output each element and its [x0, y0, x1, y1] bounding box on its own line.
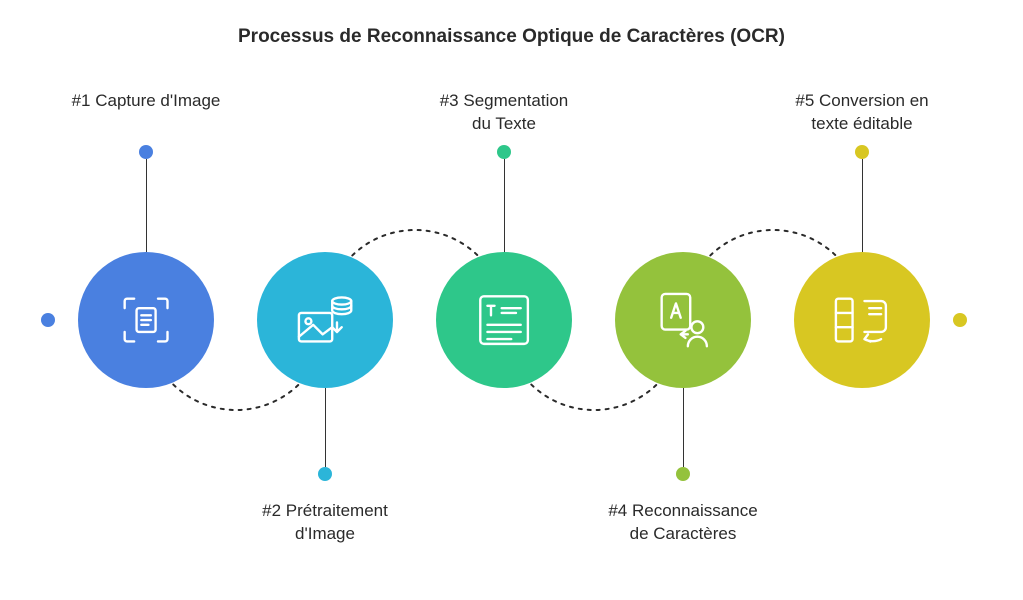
- title-text: Processus de Reconnaissance Optique de C…: [238, 26, 785, 47]
- stem-dot: [855, 145, 869, 159]
- step-label-line: #4 Reconnaissance: [583, 500, 783, 523]
- step-label-line: #5 Conversion en: [762, 90, 962, 113]
- step-label-line: de Caractères: [583, 523, 783, 546]
- step-circle-1: [78, 252, 214, 388]
- stem-line: [504, 159, 505, 252]
- step-label-3: #3 Segmentationdu Texte: [404, 90, 604, 136]
- stem-line: [325, 388, 326, 467]
- step-circle-4: [615, 252, 751, 388]
- step-label-line: texte éditable: [762, 113, 962, 136]
- step-circle-2: [257, 252, 393, 388]
- step-label-line: #2 Prétraitement: [225, 500, 425, 523]
- segment-icon: [436, 252, 572, 388]
- step-label-5: #5 Conversion entexte éditable: [762, 90, 962, 136]
- stem-dot: [318, 467, 332, 481]
- convert-icon: [794, 252, 930, 388]
- step-circle-3: [436, 252, 572, 388]
- recognize-icon: [615, 252, 751, 388]
- page-title: Processus de Reconnaissance Optique de C…: [0, 26, 1023, 48]
- step-label-1: #1 Capture d'Image: [46, 90, 246, 113]
- stem-line: [146, 159, 147, 252]
- step-label-4: #4 Reconnaissancede Caractères: [583, 500, 783, 546]
- step-circle-5: [794, 252, 930, 388]
- stem-dot: [139, 145, 153, 159]
- stem-line: [862, 159, 863, 252]
- stem-dot: [676, 467, 690, 481]
- stem-dot: [497, 145, 511, 159]
- step-label-line: #3 Segmentation: [404, 90, 604, 113]
- step-label-line: du Texte: [404, 113, 604, 136]
- preprocess-icon: [257, 252, 393, 388]
- capture-icon: [78, 252, 214, 388]
- stem-line: [683, 388, 684, 467]
- step-label-line: #1 Capture d'Image: [46, 90, 246, 113]
- step-label-2: #2 Prétraitementd'Image: [225, 500, 425, 546]
- step-label-line: d'Image: [225, 523, 425, 546]
- end-dot: [41, 313, 55, 327]
- end-dot: [953, 313, 967, 327]
